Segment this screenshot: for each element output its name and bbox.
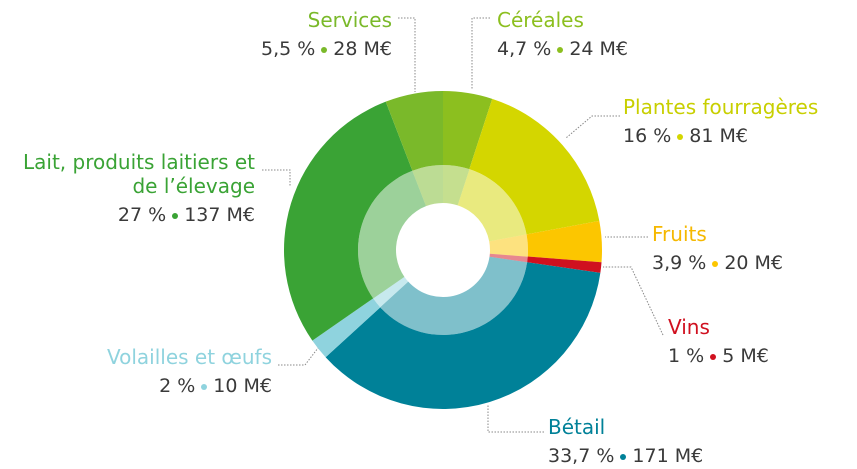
bullet [710,353,717,360]
amount-label: 20 M€ [724,252,784,274]
segment-label: Services 5,5 % 28 M€ [261,8,392,61]
donut-segment [469,98,600,235]
value-line: 2 % 10 M€ [107,374,272,398]
percent-label: 33,7 % [548,445,615,467]
amount-label: 10 M€ [213,375,272,397]
value-line: 3,9 % 20 M€ [652,251,783,275]
segment-label: Fruits 3,9 % 20 M€ [652,222,783,275]
inner-segment [358,170,427,299]
leader-line [487,405,544,433]
leader-line [603,266,664,336]
leader-line [565,115,620,139]
amount-label: 24 M€ [569,38,629,60]
value-line: 5,5 % 28 M€ [261,37,392,61]
inner-segment [489,234,528,257]
percent-label: 5,5 % [260,38,316,60]
donut-segment [527,256,602,273]
donut-segment [283,101,413,341]
value-line: 1 % 5 M€ [668,344,769,368]
bullet [557,46,564,53]
value-line: 27 % 137 M€ [5,203,255,227]
donut-segment [443,91,493,170]
category-label: Vins [668,315,710,339]
amount-label: 28 M€ [333,38,392,60]
donut-segment [526,220,602,263]
donut-segment [385,91,443,171]
donut-segment [312,298,381,358]
category-label: Lait, produits laitiers et de l’élevage [23,150,255,198]
category-label: Plantes fourragères [623,95,819,119]
value-line: 16 % 81 M€ [623,124,818,148]
donut-segment [325,262,601,410]
bullet [677,133,684,140]
leader-line [471,17,490,90]
inner-segment [489,253,528,263]
amount-label: 137 M€ [184,204,255,226]
bullet [321,46,328,53]
bullet [620,453,627,460]
segment-label: Volailles et œufs 2 % 10 M€ [107,345,272,398]
segment-label: Plantes fourragères 16 % 81 M€ [623,95,818,148]
category-label: Volailles et œufs [106,345,272,369]
inner-segment [457,169,527,242]
percent-label: 16 % [623,125,672,147]
amount-label: 171 M€ [632,445,704,467]
bullet [201,383,208,390]
bullet [172,212,179,219]
segment-label: Vins 1 % 5 M€ [668,315,769,368]
percent-label: 27 % [117,204,167,226]
inner-segment [380,256,528,335]
leader-line [262,169,291,186]
amount-label: 81 M€ [689,125,748,147]
segment-label: Lait, produits laitiers et de l’élevage 2… [5,150,255,227]
value-line: 33,7 % 171 M€ [548,444,703,468]
category-label: Fruits [652,222,707,246]
segment-label: Bétail 33,7 % 171 M€ [548,415,703,468]
bullet [712,260,719,267]
category-label: Services [307,8,392,32]
value-line: 4,7 % 24 M€ [497,37,628,61]
percent-label: 2 % [159,375,196,397]
segment-label: Céréales 4,7 % 24 M€ [497,8,628,61]
leader-line [278,347,319,366]
leader-line [398,17,416,92]
percent-label: 1 % [668,345,705,367]
amount-label: 5 M€ [722,345,769,367]
category-label: Bétail [548,415,606,439]
inner-segment [373,276,409,308]
inner-segment [443,165,470,206]
percent-label: 4,7 % [497,38,552,60]
category-label: Céréales [497,8,584,32]
percent-label: 3,9 % [652,252,707,274]
inner-segment [412,165,443,207]
